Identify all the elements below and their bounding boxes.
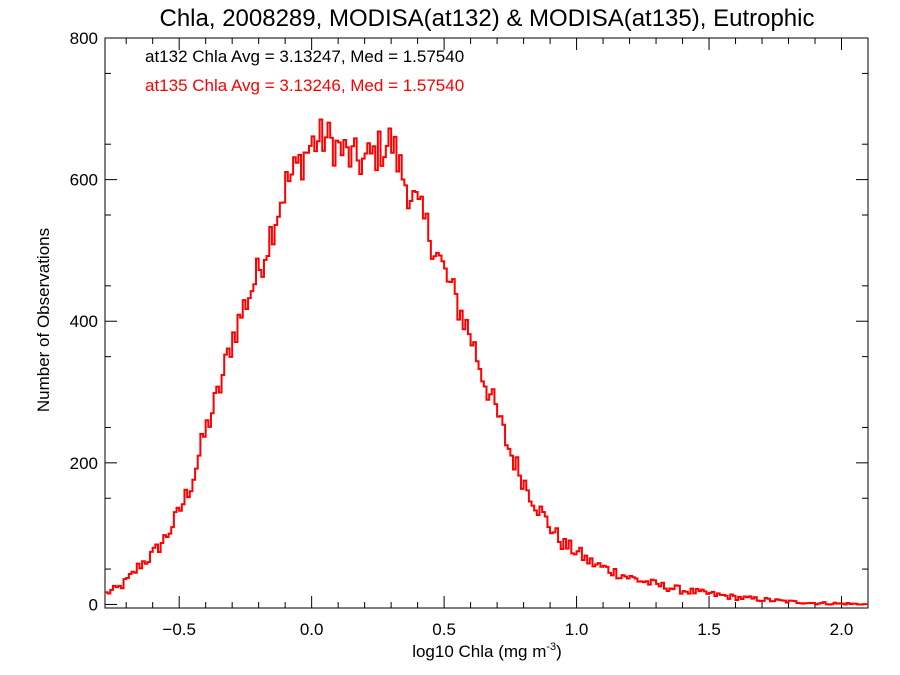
axis-ticks: [105, 37, 869, 608]
y-tick-label: 400: [70, 312, 98, 331]
annotation-at132: at132 Chla Avg = 3.13247, Med = 1.57540: [145, 47, 464, 66]
x-tick-label: 0.0: [300, 620, 324, 639]
x-tick-label: 2.0: [830, 620, 854, 639]
chart-title: Chla, 2008289, MODISA(at132) & MODISA(at…: [160, 5, 815, 32]
annotation-at135: at135 Chla Avg = 3.13246, Med = 1.57540: [145, 76, 464, 95]
plot-frame: [104, 37, 869, 609]
x-tick-label: 1.0: [565, 620, 589, 639]
y-tick-label: 600: [70, 171, 98, 190]
y-axis-label: Number of Observations: [34, 228, 53, 412]
x-tick-label: −0.5: [162, 620, 196, 639]
x-tick-labels: −0.5 0.0 0.5 1.0 1.5 2.0: [162, 620, 853, 639]
y-tick-label: 200: [70, 454, 98, 473]
y-tick-labels: 0 200 400 600 800: [70, 29, 98, 614]
x-axis-label: log10 Chla (mg m-3): [412, 641, 562, 661]
x-tick-label: 0.5: [432, 620, 456, 639]
y-tick-label: 800: [70, 29, 98, 48]
x-tick-label: 1.5: [697, 620, 721, 639]
y-tick-label: 0: [89, 595, 98, 614]
histogram-series-line: [105, 118, 868, 606]
